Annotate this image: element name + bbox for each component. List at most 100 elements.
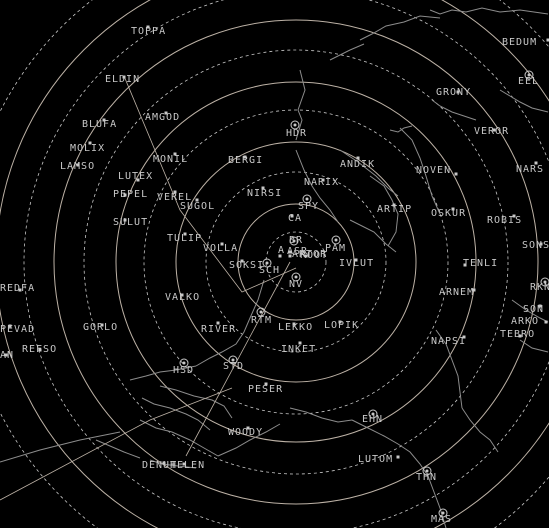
fix-label-peser: PESER bbox=[248, 384, 284, 395]
fix-symbol-artip[interactable] bbox=[392, 203, 396, 207]
fix-label-eldin: ELDIN bbox=[105, 74, 141, 85]
fix-symbol-hsd[interactable] bbox=[179, 358, 189, 368]
fix-symbol-inket[interactable] bbox=[298, 341, 302, 345]
fix-symbol-noven[interactable] bbox=[454, 172, 458, 176]
fix-symbol-tenli[interactable] bbox=[463, 263, 467, 267]
fix-symbol-soksi[interactable] bbox=[240, 259, 244, 263]
fix-symbol-lopik[interactable] bbox=[338, 320, 342, 324]
fix-symbol-volla[interactable] bbox=[220, 242, 224, 246]
fix-symbol-blufa[interactable] bbox=[102, 118, 106, 122]
fix-symbol-lekko[interactable] bbox=[292, 322, 296, 326]
fix-label-sch: SCH bbox=[259, 265, 281, 276]
fix-symbol-molix[interactable] bbox=[88, 141, 92, 145]
fix-symbol-pepel[interactable] bbox=[123, 193, 127, 197]
fix-symbol-nv[interactable] bbox=[291, 272, 301, 282]
fix-label-soksi: SOKSI bbox=[229, 260, 265, 271]
fix-symbol-sons[interactable] bbox=[539, 242, 543, 246]
range-ring bbox=[237, 203, 355, 321]
fix-symbol-spy[interactable] bbox=[302, 194, 312, 204]
fix-symbol-verel[interactable] bbox=[173, 190, 177, 194]
fix-symbol-lamso[interactable] bbox=[76, 163, 80, 167]
fix-symbol-denut[interactable] bbox=[162, 461, 166, 465]
fix-symbol-napsi[interactable] bbox=[462, 335, 466, 339]
fix-symbol-veror[interactable] bbox=[492, 128, 496, 132]
fix-symbol-std[interactable] bbox=[228, 355, 238, 365]
fix-symbol-ca[interactable] bbox=[290, 214, 294, 218]
navaid-center-dot bbox=[527, 73, 531, 77]
navaid-center-dot bbox=[293, 123, 297, 127]
fix-symbol-robis[interactable] bbox=[512, 214, 516, 218]
fix-label-lutom: LUTOM bbox=[358, 454, 394, 465]
fix-symbol-son[interactable] bbox=[538, 304, 542, 308]
fix-symbol-andik[interactable] bbox=[356, 156, 360, 160]
fix-symbol-lutom[interactable] bbox=[396, 455, 400, 459]
fix-symbol-rtm[interactable] bbox=[256, 307, 266, 317]
fix-label-bergi: BERGI bbox=[228, 155, 264, 166]
range-ring bbox=[265, 231, 327, 293]
fix-symbol-a[interactable] bbox=[278, 254, 282, 258]
fix-symbol-toppa[interactable] bbox=[146, 25, 150, 29]
fix-label-an: AN bbox=[0, 350, 15, 361]
fix-symbol-arnem[interactable] bbox=[472, 288, 476, 292]
fix-symbol-hdr[interactable] bbox=[290, 120, 300, 130]
navaid-center-dot bbox=[294, 275, 298, 279]
fix-symbol-bedum[interactable] bbox=[546, 38, 549, 42]
fix-symbol-ivlut[interactable] bbox=[354, 258, 358, 262]
fix-label-noven: NOVEN bbox=[416, 165, 452, 176]
fix-symbol-woody[interactable] bbox=[246, 426, 250, 430]
fix-symbol-an[interactable] bbox=[4, 353, 8, 357]
fix-symbol-pevad[interactable] bbox=[8, 324, 12, 328]
fix-symbol-sch[interactable] bbox=[262, 258, 272, 268]
fix-symbol-root[interactable] bbox=[304, 254, 308, 258]
fix-label-woody: WOODY bbox=[228, 427, 264, 438]
fix-symbol-artor[interactable] bbox=[288, 254, 292, 258]
fix-symbol-arko[interactable] bbox=[544, 320, 548, 324]
fix-label-monil: MONIL bbox=[153, 154, 189, 165]
fix-symbol-redfa[interactable] bbox=[18, 288, 22, 292]
fix-symbol-refso[interactable] bbox=[38, 348, 42, 352]
fix-label-pepel: PEPEL bbox=[113, 189, 149, 200]
fix-symbol-pam[interactable] bbox=[331, 235, 341, 245]
fix-label-bedum: BEDUM bbox=[502, 37, 538, 48]
fix-symbol-nars[interactable] bbox=[534, 161, 538, 165]
fix-symbol-eldin[interactable] bbox=[122, 75, 126, 79]
fix-label-helen: HELEN bbox=[170, 460, 206, 471]
fix-symbol-tebro[interactable] bbox=[518, 334, 522, 338]
fix-label-hdr: HDR bbox=[286, 128, 308, 139]
fix-label-oskur: OSKUR bbox=[431, 208, 467, 219]
fix-symbol-sugol[interactable] bbox=[195, 198, 199, 202]
fix-symbol-mas[interactable] bbox=[438, 508, 448, 518]
fix-label-sugol: SUGOL bbox=[180, 201, 216, 212]
fix-symbol-peser[interactable] bbox=[264, 382, 268, 386]
fix-symbol-valko[interactable] bbox=[180, 293, 184, 297]
fix-label-arnem: ARNEM bbox=[439, 287, 475, 298]
fix-symbol-helen[interactable] bbox=[182, 462, 186, 466]
fix-symbol-bergi[interactable] bbox=[243, 155, 247, 159]
fix-symbol-oskur[interactable] bbox=[451, 207, 455, 211]
fix-symbol-asr[interactable] bbox=[288, 250, 292, 254]
fix-symbol-amgod[interactable] bbox=[164, 111, 168, 115]
fix-symbol-thn[interactable] bbox=[422, 466, 432, 476]
fix-symbol-nirsi[interactable] bbox=[261, 186, 265, 190]
fix-symbol-river[interactable] bbox=[216, 321, 220, 325]
navaid-center-dot bbox=[543, 280, 547, 284]
fix-symbol-narix[interactable] bbox=[321, 178, 325, 182]
fix-label-veror: VEROR bbox=[474, 126, 510, 137]
fix-symbol-eel[interactable] bbox=[524, 70, 534, 80]
fix-symbol-br[interactable] bbox=[289, 236, 299, 246]
fix-symbol-monil[interactable] bbox=[173, 152, 177, 156]
fix-symbol-lutex[interactable] bbox=[136, 178, 140, 182]
fix-symbol-rkn[interactable] bbox=[540, 277, 549, 287]
fix-symbol-sulut[interactable] bbox=[123, 218, 127, 222]
fix-label-valko: VALKO bbox=[165, 292, 201, 303]
range-ring bbox=[23, 0, 549, 528]
fix-label-lutex: LUTEX bbox=[118, 171, 154, 182]
fix-label-denut: DENUT bbox=[142, 460, 178, 471]
fix-symbol-grony[interactable] bbox=[456, 90, 460, 94]
fix-symbol-ehn[interactable] bbox=[368, 409, 378, 419]
fix-symbol-tulip[interactable] bbox=[183, 232, 187, 236]
fix-label-pam: PAM bbox=[325, 243, 347, 254]
fix-symbol-gorlo[interactable] bbox=[100, 323, 104, 327]
fix-label-a: A bbox=[278, 245, 286, 256]
